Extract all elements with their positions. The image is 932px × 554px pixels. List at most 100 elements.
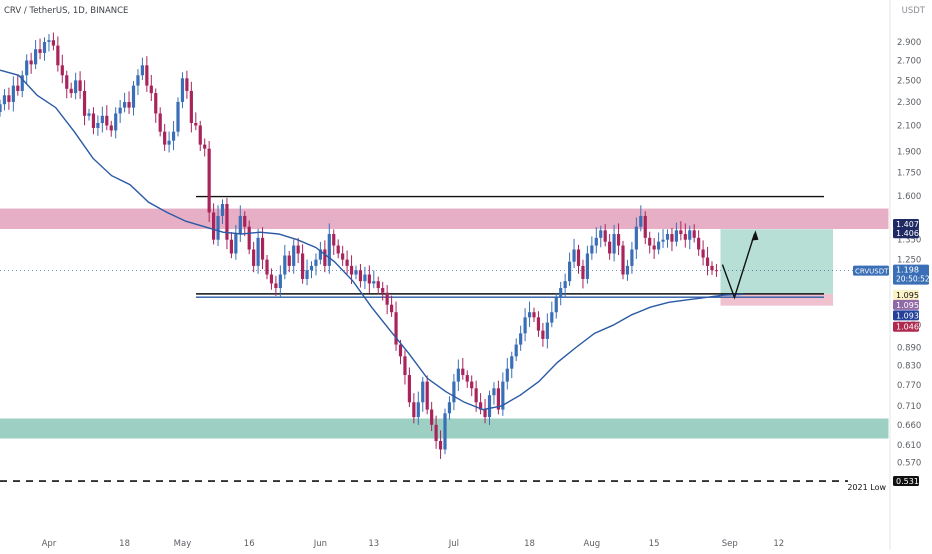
candle[interactable] (145, 65, 149, 86)
candle[interactable] (292, 245, 296, 266)
candle[interactable] (514, 344, 518, 357)
candle[interactable] (176, 101, 180, 132)
candle[interactable] (608, 241, 612, 254)
candle[interactable] (114, 113, 118, 131)
candle[interactable] (372, 281, 376, 284)
candle[interactable] (332, 234, 336, 246)
candle[interactable] (541, 330, 545, 339)
candle[interactable] (674, 230, 678, 242)
candle[interactable] (301, 253, 305, 279)
candle[interactable] (661, 239, 665, 242)
candle[interactable] (345, 259, 349, 266)
candle[interactable] (252, 249, 256, 266)
candle[interactable] (171, 131, 176, 141)
candle[interactable] (38, 49, 42, 53)
candle[interactable] (136, 75, 140, 86)
candle[interactable] (278, 274, 282, 289)
candle[interactable] (519, 333, 523, 345)
candle[interactable] (385, 292, 389, 305)
candle[interactable] (91, 113, 96, 128)
candle[interactable] (452, 381, 456, 403)
candle[interactable] (390, 304, 394, 313)
candle[interactable] (234, 234, 238, 254)
candle[interactable] (305, 270, 309, 279)
candle[interactable] (376, 281, 380, 289)
candle[interactable] (34, 49, 38, 65)
candle[interactable] (461, 368, 465, 376)
candle[interactable] (381, 288, 385, 293)
candle[interactable] (16, 85, 20, 91)
candle[interactable] (243, 215, 247, 227)
candle[interactable] (47, 40, 51, 42)
candle[interactable] (688, 230, 692, 240)
candle[interactable] (643, 215, 647, 238)
candle[interactable] (438, 440, 443, 450)
moving-average-line[interactable] (0, 69, 744, 411)
candle[interactable] (341, 253, 345, 260)
candle[interactable] (358, 270, 363, 282)
candle[interactable] (394, 312, 398, 345)
candle[interactable] (505, 368, 509, 382)
candle[interactable] (247, 226, 251, 250)
candle[interactable] (238, 215, 242, 235)
candle[interactable] (327, 234, 331, 266)
candle[interactable] (51, 40, 55, 46)
candle[interactable] (314, 259, 318, 266)
candle[interactable] (621, 245, 625, 275)
candle[interactable] (131, 85, 136, 108)
candle[interactable] (185, 78, 189, 91)
candle[interactable] (163, 131, 167, 145)
candle[interactable] (403, 356, 407, 376)
candle[interactable] (256, 237, 260, 266)
candle[interactable] (697, 237, 701, 250)
candle[interactable] (158, 113, 162, 132)
candle[interactable] (149, 85, 153, 94)
candle[interactable] (701, 249, 705, 258)
candle[interactable] (225, 204, 229, 240)
candle[interactable] (670, 234, 674, 242)
candle[interactable] (550, 312, 554, 323)
candle[interactable] (105, 115, 109, 126)
candle[interactable] (274, 283, 278, 289)
candle[interactable] (487, 395, 492, 418)
candle[interactable] (96, 123, 100, 128)
candle[interactable] (203, 144, 207, 149)
candle[interactable] (367, 274, 371, 284)
candle[interactable] (563, 281, 567, 289)
candle[interactable] (421, 381, 425, 403)
candle[interactable] (581, 265, 585, 279)
candle[interactable] (336, 245, 340, 254)
candle[interactable] (349, 265, 354, 275)
candle[interactable] (616, 234, 621, 246)
candle[interactable] (11, 85, 15, 102)
candle[interactable] (29, 60, 33, 65)
candle[interactable] (127, 101, 131, 108)
candle[interactable] (625, 265, 630, 275)
candle[interactable] (532, 312, 536, 318)
candle[interactable] (536, 317, 541, 331)
candle[interactable] (559, 288, 563, 298)
candle[interactable] (412, 402, 416, 418)
candle[interactable] (318, 249, 322, 260)
candle[interactable] (167, 140, 171, 145)
candle[interactable] (65, 75, 69, 89)
candle[interactable] (212, 212, 216, 240)
candle[interactable] (56, 45, 60, 66)
candle[interactable] (456, 368, 460, 382)
candle[interactable] (527, 312, 532, 318)
candle[interactable] (180, 78, 185, 102)
candle[interactable] (207, 148, 211, 213)
candle[interactable] (109, 125, 113, 131)
candle[interactable] (154, 93, 158, 114)
candle[interactable] (545, 322, 549, 339)
candle[interactable] (447, 402, 452, 414)
candle[interactable] (296, 245, 300, 254)
candle[interactable] (229, 239, 233, 254)
candle[interactable] (78, 80, 82, 91)
candle[interactable] (430, 409, 434, 425)
candle[interactable] (554, 297, 558, 313)
candle[interactable] (118, 107, 122, 114)
candle[interactable] (140, 65, 144, 76)
candle[interactable] (100, 115, 104, 124)
